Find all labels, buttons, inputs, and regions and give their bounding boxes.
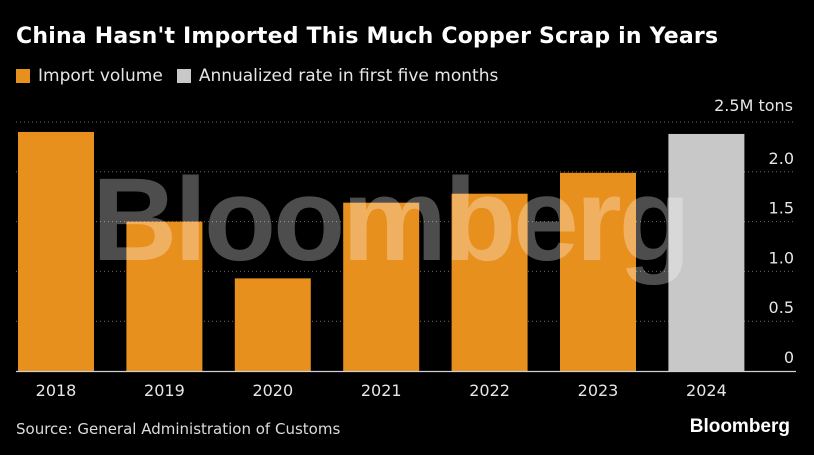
- y-tick-label-3: 1.5: [769, 199, 794, 218]
- legend-swatch-import-volume: [16, 69, 30, 83]
- x-tick-label-2022: 2022: [469, 381, 510, 400]
- bar-2018: [18, 131, 94, 371]
- bar-2023: [560, 172, 636, 371]
- legend-swatch-annualized-rate: [176, 69, 191, 83]
- bar-2022: [451, 193, 528, 371]
- bar-2020: [234, 278, 311, 371]
- y-tick-label-1: 0.5: [769, 298, 794, 317]
- bar-2019: [126, 221, 203, 371]
- x-tick-label-2023: 2023: [578, 381, 619, 400]
- x-tick-label-2019: 2019: [144, 381, 185, 400]
- y-tick-label-2: 1.0: [769, 248, 794, 267]
- legend-label-import-volume: Import volume: [38, 66, 163, 86]
- x-tick-label-2024: 2024: [686, 381, 727, 400]
- bloomberg-logo: Bloomberg: [689, 416, 790, 437]
- y-tick-label-4: 2.0: [769, 149, 794, 168]
- legend-label-annualized-rate: Annualized rate in first five months: [198, 66, 499, 86]
- x-tick-label-2020: 2020: [252, 381, 293, 400]
- y-axis-unit-label: 2.5M tons: [714, 96, 793, 115]
- x-tick-label-2021: 2021: [361, 381, 402, 400]
- legend-item-import-volume: Import volume: [16, 66, 163, 86]
- legend: Import volume Annualized rate in first f…: [16, 66, 498, 86]
- chart-title: China Hasn't Imported This Much Copper S…: [16, 24, 719, 49]
- x-tick-label-2018: 2018: [36, 381, 77, 400]
- y-tick-label-0: 0: [784, 348, 794, 367]
- legend-item-annualized-rate: Annualized rate in first five months: [176, 66, 499, 86]
- bar-2021: [343, 202, 420, 371]
- bar-2024: [668, 133, 745, 371]
- source-note: Source: General Administration of Custom…: [16, 420, 341, 438]
